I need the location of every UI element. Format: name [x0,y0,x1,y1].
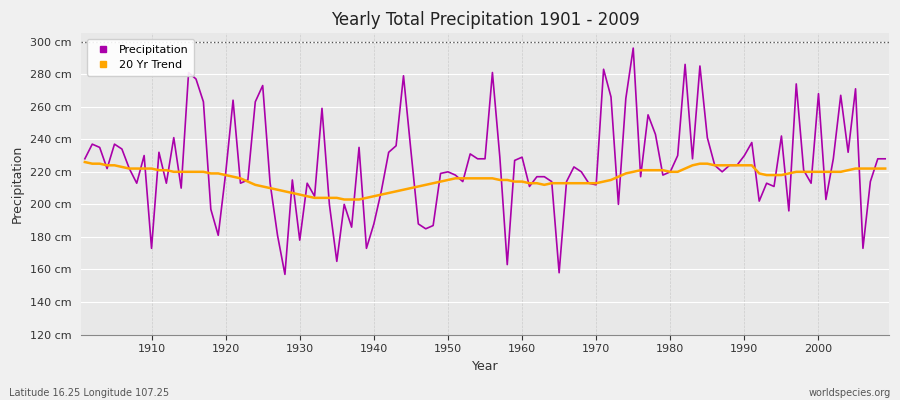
Y-axis label: Precipitation: Precipitation [11,145,24,223]
X-axis label: Year: Year [472,360,499,373]
20 Yr Trend [79,160,90,164]
20 Yr Trend [139,166,149,171]
Precipitation [280,272,291,277]
20 Yr Trend [338,197,349,202]
Precipitation [517,155,527,160]
Title: Yearly Total Precipitation 1901 - 2009: Yearly Total Precipitation 1901 - 2009 [330,11,639,29]
Precipitation [613,202,624,207]
20 Yr Trend [517,179,527,184]
20 Yr Trend [524,181,535,186]
Precipitation [79,156,90,161]
Line: 20 Yr Trend: 20 Yr Trend [85,162,886,200]
Precipitation [354,145,364,150]
Precipitation [310,194,320,199]
20 Yr Trend [880,166,891,171]
Text: worldspecies.org: worldspecies.org [809,388,891,398]
Legend: Precipitation, 20 Yr Trend: Precipitation, 20 Yr Trend [86,39,194,76]
20 Yr Trend [302,194,312,199]
Line: Precipitation: Precipitation [85,48,886,274]
Precipitation [524,184,535,189]
20 Yr Trend [613,174,624,179]
Precipitation [628,46,639,50]
Text: Latitude 16.25 Longitude 107.25: Latitude 16.25 Longitude 107.25 [9,388,169,398]
Precipitation [139,153,149,158]
Precipitation [880,156,891,161]
20 Yr Trend [354,197,364,202]
